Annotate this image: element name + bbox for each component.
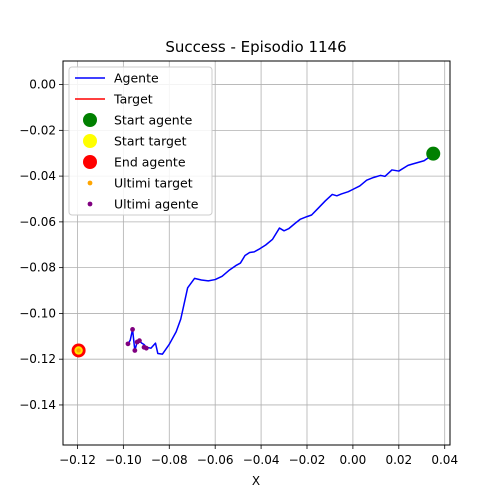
legend-label-ultimi-target: Ultimi target bbox=[114, 176, 193, 191]
legend-swatch-start-agente bbox=[83, 113, 97, 127]
legend-swatch-ultimi-target bbox=[87, 180, 93, 186]
x-tick-label: −0.12 bbox=[59, 453, 96, 467]
y-tick-label: 0.00 bbox=[29, 78, 56, 92]
series-agente-line bbox=[127, 153, 434, 355]
x-tick-label: −0.04 bbox=[243, 453, 280, 467]
x-tick-label: −0.10 bbox=[105, 453, 142, 467]
legend-label-target: Target bbox=[113, 92, 153, 107]
x-tick-label: 0.02 bbox=[385, 453, 412, 467]
ultimi-agente-point bbox=[137, 338, 142, 344]
legend-label-start-agente: Start agente bbox=[114, 113, 193, 128]
ultimi-agente-point bbox=[130, 327, 135, 332]
plot-data bbox=[71, 146, 441, 358]
y-tick-label: −0.10 bbox=[19, 306, 56, 320]
x-tick-label: −0.08 bbox=[151, 453, 188, 467]
legend-label-agente: Agente bbox=[114, 71, 159, 86]
legend: Agente Target Start agente Start target End … bbox=[68, 66, 213, 216]
ultimi-agente-point bbox=[143, 345, 149, 351]
ticks: −0.12 −0.10 −0.08 −0.06 −0.04 −0.02 0.00 0.02 0.… bbox=[19, 78, 458, 467]
plot-frame bbox=[62, 60, 451, 446]
y-tick-label: −0.04 bbox=[19, 169, 56, 183]
x-tick-label: −0.06 bbox=[197, 453, 234, 467]
y-tick-label: −0.12 bbox=[19, 352, 56, 366]
ultimi-agente-point bbox=[125, 341, 131, 347]
x-tick-label: 0.04 bbox=[431, 453, 458, 467]
legend-label-start-target: Start target bbox=[114, 134, 187, 149]
start-agente-point bbox=[426, 146, 441, 161]
legend-label-end-agente: End agente bbox=[114, 155, 186, 170]
legend-swatch-end-agente bbox=[83, 155, 97, 169]
ultimi-target-point bbox=[76, 348, 81, 353]
ultimi-agente-point bbox=[132, 348, 138, 353]
x-axis-label: X bbox=[252, 474, 260, 488]
x-tick-label: 0.00 bbox=[340, 453, 367, 467]
x-tick-label: −0.02 bbox=[289, 453, 326, 467]
legend-label-ultimi-agente: Ultimi agente bbox=[114, 197, 199, 212]
y-tick-label: −0.06 bbox=[19, 215, 56, 229]
y-tick-label: −0.02 bbox=[19, 123, 56, 137]
y-tick-label: −0.14 bbox=[19, 398, 56, 412]
chart-title: Success - Episodio 1146 bbox=[165, 38, 346, 56]
legend-swatch-start-target bbox=[83, 134, 97, 148]
legend-swatch-ultimi-agente bbox=[87, 201, 93, 207]
legend-box bbox=[68, 66, 213, 216]
y-tick-label: −0.08 bbox=[19, 261, 56, 275]
